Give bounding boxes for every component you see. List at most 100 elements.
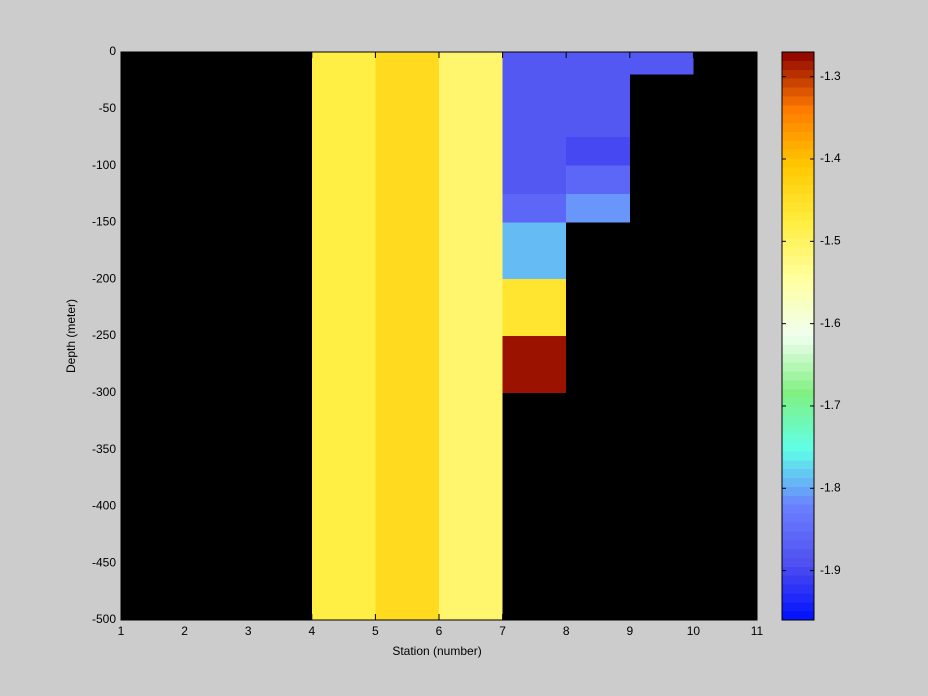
heatmap-cell <box>502 194 567 223</box>
y-tick-label: -200 <box>92 271 116 285</box>
colorbar-band <box>782 504 814 514</box>
colorbar-band <box>782 566 814 577</box>
y-tick-label: -350 <box>92 442 116 456</box>
colorbar-band <box>782 158 814 168</box>
heatmap-cell <box>566 74 630 138</box>
colorbar-band <box>782 131 814 142</box>
x-tick-label: 5 <box>372 624 379 638</box>
heatmap-cell <box>375 137 439 166</box>
y-tick-label: -150 <box>92 215 116 229</box>
colorbar-band <box>782 105 814 115</box>
colorbar-band <box>782 167 814 177</box>
colorbar-band <box>782 380 814 390</box>
heatmap-cell <box>502 52 567 75</box>
heatmap-cell <box>502 222 567 280</box>
heatmap-cell <box>375 392 439 620</box>
x-tick-label: 2 <box>181 624 188 638</box>
heatmap-cell <box>375 336 439 393</box>
colorbar-band <box>782 211 814 222</box>
heatmap-cell <box>439 74 503 138</box>
colorbar-band <box>782 185 814 195</box>
heatmap-cell <box>566 194 630 223</box>
x-tick-label: 11 <box>751 624 764 638</box>
colorbar-band <box>782 531 814 541</box>
x-tick-label: 10 <box>687 624 701 638</box>
colorbar-band <box>782 522 814 532</box>
colorbar-tick-label: -1.5 <box>820 234 841 248</box>
colorbar-band <box>782 557 814 568</box>
colorbar-band <box>782 96 814 106</box>
colorbar-band <box>782 327 814 337</box>
x-tick-label: 4 <box>308 624 315 638</box>
colorbar-band <box>782 220 814 230</box>
colorbar-band <box>782 442 814 452</box>
colorbar-tick-label: -1.4 <box>820 151 841 165</box>
colorbar-band <box>782 593 814 603</box>
colorbar-band <box>782 540 814 550</box>
y-tick-label: -100 <box>92 158 116 172</box>
heatmap-cell <box>439 194 503 223</box>
colorbar-band <box>782 575 814 585</box>
colorbar-band <box>782 433 814 443</box>
heatmap-cell <box>311 52 376 75</box>
heatmap-cell <box>439 137 503 166</box>
heatmap-cell <box>311 194 376 223</box>
colorbar-band <box>782 140 814 151</box>
colorbar-band <box>782 362 814 372</box>
colorbar-band <box>782 69 814 80</box>
x-tick-label: 6 <box>436 624 443 638</box>
colorbar-band <box>782 371 814 381</box>
colorbar-band <box>782 460 814 470</box>
y-tick-label: -300 <box>92 385 116 399</box>
colorbar-band <box>782 114 814 124</box>
heatmap-cell <box>311 222 376 280</box>
colorbar-band <box>782 309 814 319</box>
colorbar-band <box>782 87 814 97</box>
colorbar-tick-label: -1.7 <box>820 398 841 412</box>
colorbar-band <box>782 256 814 266</box>
colorbar-band <box>782 52 814 62</box>
heatmap-cell <box>629 52 694 75</box>
colorbar-band <box>782 194 814 204</box>
colorbar-band <box>782 407 814 417</box>
y-tick-label: -500 <box>92 612 116 626</box>
x-tick-label: 8 <box>563 624 570 638</box>
colorbar-frame <box>781 51 815 621</box>
colorbar-band <box>782 291 814 301</box>
heatmap-cell <box>311 279 376 336</box>
heatmap-cell <box>311 165 376 194</box>
colorbar-band <box>782 451 814 461</box>
colorbar-band <box>782 478 814 488</box>
colorbar-tick-label: -1.8 <box>820 480 841 494</box>
heatmap-cell <box>439 165 503 194</box>
colorbar-band <box>782 238 814 248</box>
heatmap-cell <box>502 165 567 194</box>
y-tick-label: -250 <box>92 328 116 342</box>
heatmap-cell <box>439 52 503 75</box>
heatmap-cell <box>375 279 439 336</box>
colorbar-band <box>782 60 814 71</box>
colorbar-tick-label: -1.9 <box>820 563 841 577</box>
heatmap-cell <box>375 52 439 75</box>
colorbar-band <box>782 495 814 506</box>
colorbar-band <box>782 336 814 346</box>
x-axis-label: Station (number) <box>392 644 481 658</box>
colorbar-band <box>782 202 814 213</box>
colorbar-tick-label: -1.6 <box>820 316 841 330</box>
y-tick-label: -50 <box>99 101 117 115</box>
heatmap-cell <box>311 137 376 166</box>
colorbar-band <box>782 344 814 355</box>
colorbar-band <box>782 176 814 186</box>
colorbar-band <box>782 265 814 275</box>
x-tick-label: 9 <box>626 624 633 638</box>
heatmap-cell <box>439 279 503 336</box>
heatmap-cell <box>502 74 567 138</box>
heatmap-cell <box>502 279 567 336</box>
colorbar-band <box>782 469 814 479</box>
colorbar-band <box>782 282 814 293</box>
colorbar-band <box>782 398 814 408</box>
x-tick-label: 1 <box>118 624 125 638</box>
colorbar-band <box>782 300 814 310</box>
